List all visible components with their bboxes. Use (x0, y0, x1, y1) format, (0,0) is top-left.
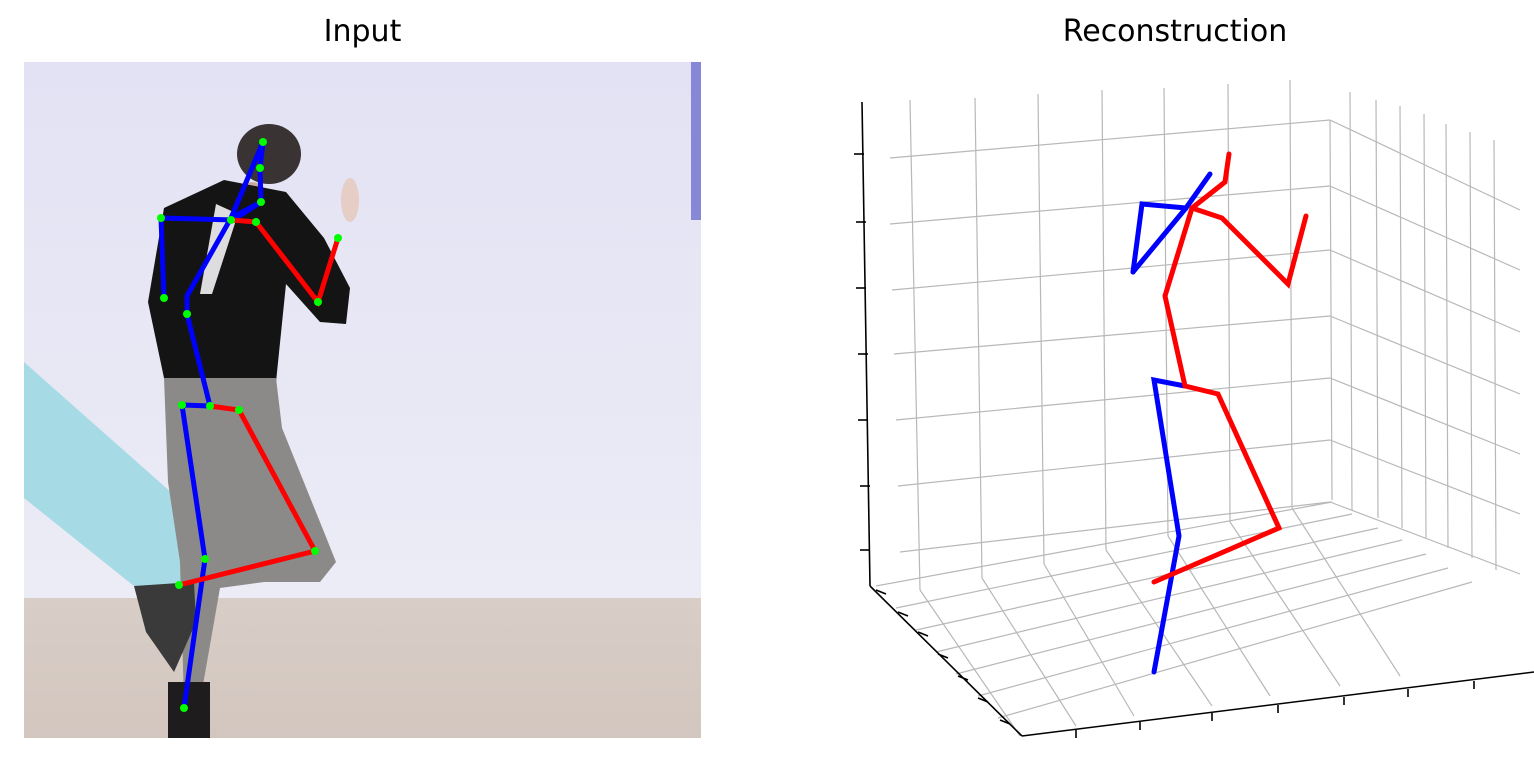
skeleton-3d (1130, 151, 1309, 675)
z-axis (861, 101, 871, 587)
input-image (24, 62, 701, 738)
skeleton-3d-right-limbs (1151, 151, 1309, 585)
y-axis-ticks (875, 589, 1011, 725)
skeleton-2d-joints (157, 138, 342, 712)
input-panel-title: Input (323, 14, 402, 49)
grid-lines (875, 79, 1521, 737)
axes (854, 101, 1534, 738)
x-axis (1021, 671, 1534, 737)
purple-stage-prop (691, 62, 701, 220)
input-image-panel (24, 62, 701, 738)
y-axis (869, 585, 1023, 737)
x-axis-ticks (1075, 681, 1475, 738)
skeleton-3d-left-limbs (1130, 171, 1213, 675)
z-axis-ticks (854, 153, 870, 551)
skeleton-2d-right-limbs (176, 217, 341, 588)
cyan-stage-prop (24, 362, 199, 602)
reconstruction-panel-title: Reconstruction (1062, 14, 1288, 49)
floor-background (24, 598, 701, 738)
reconstruction-panel (820, 70, 1534, 762)
reconstruction-3d-plot (854, 79, 1534, 738)
